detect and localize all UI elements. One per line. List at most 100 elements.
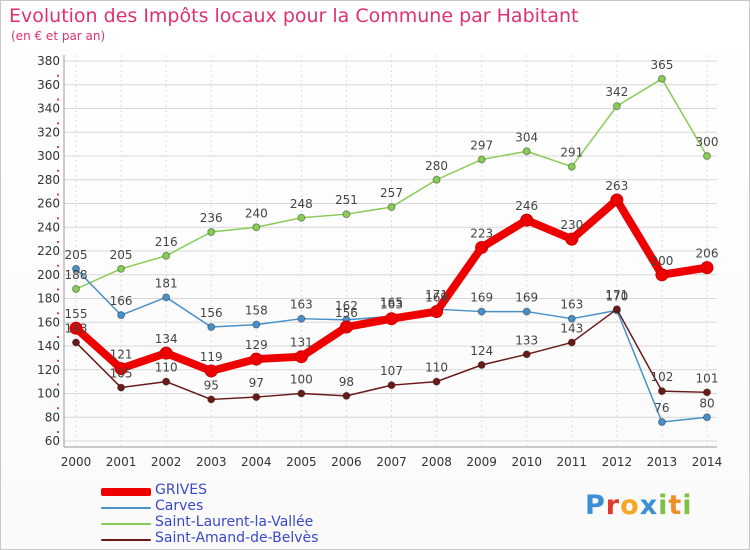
axis-tick-mark [57,122,59,125]
x-tick-label: 2009 [466,455,497,469]
y-tick-label: 300 [37,149,60,163]
data-point [385,312,398,326]
data-point [565,232,579,246]
data-label: 216 [155,235,178,249]
y-tick-label: 160 [37,315,60,329]
data-point [567,314,576,323]
axis-tick-mark [57,312,59,315]
y-tick-label: 60 [45,434,60,448]
data-point [252,223,261,232]
data-label: 165 [380,295,403,309]
x-tick-label: 2007 [376,455,407,469]
data-label: 134 [155,332,178,346]
data-label: 223 [470,226,493,240]
data-point [522,307,531,316]
y-tick-label: 340 [37,102,60,116]
y-axis-ticks: 60 80 100 120 140 160 180 200 220 240 260 280 300 320… [37,54,60,448]
axis-tick-mark [57,241,59,243]
x-tick-label: 2006 [331,455,362,469]
data-point [249,352,263,366]
data-point [475,240,489,254]
data-label: 304 [515,130,538,144]
data-label: 166 [110,294,133,308]
data-label: 121 [110,348,133,362]
legend-swatch [101,539,151,541]
data-point [294,350,308,364]
y-tick-label: 360 [37,78,60,92]
data-point [700,261,714,275]
data-label: 171 [425,288,448,302]
data-label: 107 [380,364,403,378]
chart-title: Evolution des Impôts locaux pour la Comm… [9,5,579,27]
legend-swatch [101,507,151,509]
y-tick-label: 320 [37,125,60,139]
axis-tick-mark [57,146,59,148]
axis-tick-mark [57,264,59,267]
data-label: 163 [560,298,583,312]
data-point [207,395,216,404]
series-lines [69,74,714,426]
axis-tick-mark [57,217,59,220]
data-point [612,305,621,314]
data-label: 76 [654,401,669,415]
data-label: 181 [155,276,178,290]
data-point [477,155,486,164]
x-tick-label: 2013 [647,455,678,469]
data-label: 170 [605,289,628,303]
data-point [520,213,534,227]
legend-swatch [101,488,151,496]
axis-tick-mark [57,383,59,386]
data-point [567,162,576,171]
y-tick-label: 180 [37,292,60,306]
data-label: 342 [605,85,628,99]
data-label: 365 [650,58,673,72]
data-point [387,203,396,212]
y-tick-label: 140 [37,339,60,353]
data-label: 129 [245,338,268,352]
data-point [297,389,306,398]
y-tick-label: 80 [45,410,60,424]
data-point [657,74,666,83]
data-point [657,387,666,396]
legend-label: Carves [155,498,204,514]
data-labels: 188 205 216 236 240 248 251 257 280 297 304 291 342 3… [65,58,719,415]
data-point [339,320,353,334]
data-label: 206 [696,247,719,261]
data-label: 100 [290,373,313,387]
data-label: 110 [155,361,178,375]
data-label: 263 [605,179,628,193]
data-label: 143 [65,321,88,335]
x-tick-label: 2014 [692,455,723,469]
legend-label: Saint-Laurent-la-Vallée [155,514,314,530]
data-label: 158 [245,304,268,318]
x-tick-label: 2004 [241,455,272,469]
y-tick-label: 280 [37,173,60,187]
data-label: 205 [110,248,133,262]
data-point [522,147,531,156]
x-tick-label: 2011 [557,455,588,469]
data-label: 102 [650,370,673,384]
y-tick-label: 380 [37,54,60,68]
data-label: 246 [515,199,538,213]
data-point [387,381,396,390]
data-point [162,251,171,260]
data-label: 171 [605,288,628,302]
data-label: 156 [335,306,358,320]
proxiti-logo: Proxiti [585,490,693,521]
data-label: 143 [560,321,583,335]
x-tick-label: 2000 [61,455,92,469]
legend-swatch [101,523,151,525]
data-label: 163 [380,298,403,312]
data-label: 230 [560,218,583,232]
data-point [207,323,216,331]
data-label: 133 [515,333,538,347]
y-tick-label: 240 [37,220,60,234]
data-point [342,391,351,400]
data-point [204,364,218,378]
data-label: 205 [65,248,88,262]
data-label: 124 [470,344,493,358]
y-tick-label: 120 [37,363,60,377]
data-point [655,268,669,282]
axis-tick-mark [57,193,59,196]
y-tick-label: 220 [37,244,60,258]
